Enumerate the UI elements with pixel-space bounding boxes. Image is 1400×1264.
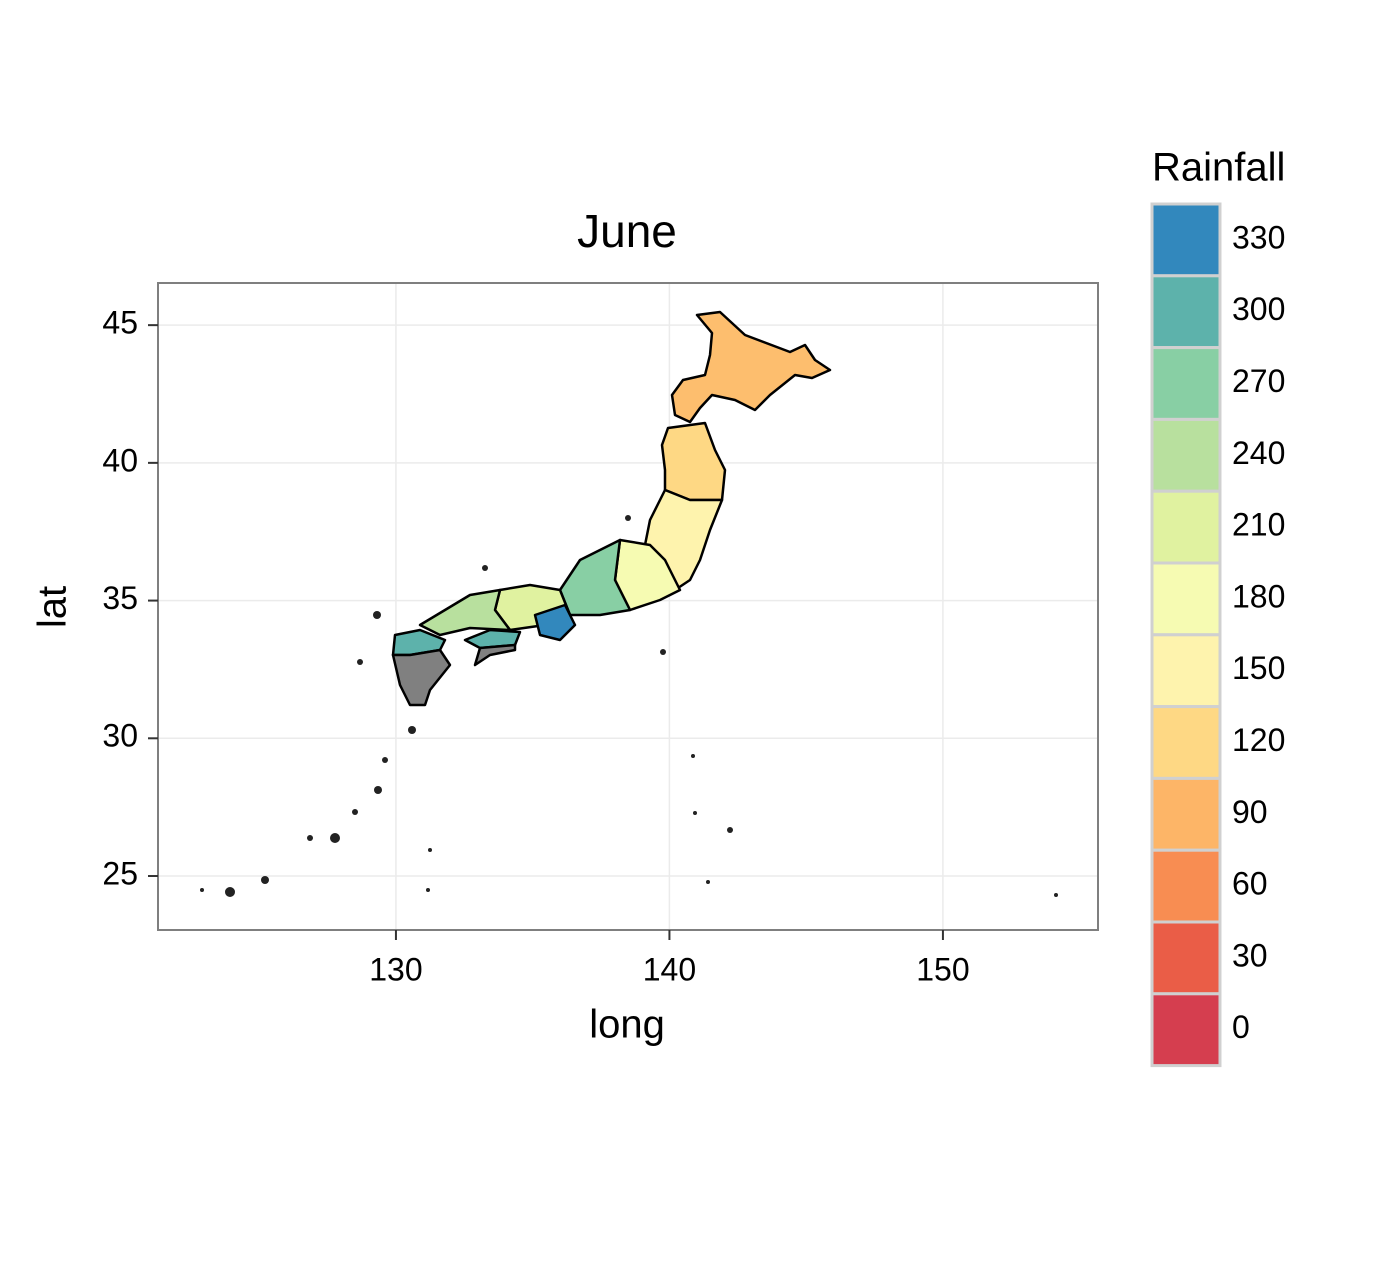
legend-label: 240 [1232, 435, 1285, 471]
island [428, 848, 432, 852]
map [200, 310, 1058, 897]
y-tick-label: 45 [102, 305, 138, 341]
legend-key [1150, 561, 1222, 637]
legend-key [1150, 920, 1222, 996]
panel-border [157, 282, 1099, 931]
legend-key [1150, 489, 1222, 565]
legend-label: 60 [1232, 866, 1268, 902]
island [225, 887, 235, 897]
island [357, 659, 363, 665]
y-tick-label: 25 [102, 855, 138, 891]
x-axis-label: long [589, 1003, 665, 1047]
legend-key [1150, 202, 1222, 278]
legend-label: 270 [1232, 363, 1285, 399]
island [426, 888, 430, 892]
legend-label: 210 [1232, 507, 1285, 543]
island [373, 611, 381, 619]
island [706, 880, 710, 884]
x-tick-label: 130 [369, 951, 422, 987]
legend-key [1150, 633, 1222, 709]
legend-key [1150, 776, 1222, 852]
x-tick-label: 140 [643, 951, 696, 987]
y-tick-label: 30 [102, 718, 138, 754]
chart-title: June [577, 205, 677, 257]
legend-key [1150, 417, 1222, 493]
legend-label: 300 [1232, 291, 1285, 327]
legend-label: 120 [1232, 722, 1285, 758]
y-tick-label: 35 [102, 580, 138, 616]
tohoku-south [643, 488, 724, 592]
kii [533, 603, 577, 642]
legend-label: 180 [1232, 578, 1285, 614]
legend-key [1150, 992, 1222, 1068]
island [693, 811, 697, 815]
island [261, 876, 269, 884]
island [374, 786, 382, 794]
y-axis-label: lat [31, 586, 75, 628]
chugoku [418, 588, 512, 637]
shikoku-north [463, 628, 522, 650]
island [660, 649, 666, 655]
island [330, 833, 340, 843]
legend-key [1150, 705, 1222, 780]
island [727, 827, 733, 833]
legend-label: 90 [1232, 794, 1268, 830]
island [482, 565, 488, 571]
legend-label: 330 [1232, 219, 1285, 255]
island [408, 726, 416, 734]
island [307, 835, 313, 841]
y-tick-label: 40 [102, 442, 138, 478]
island [691, 754, 695, 758]
legend-key [1150, 848, 1222, 924]
legend-title: Rainfall [1152, 146, 1285, 190]
island [625, 515, 631, 521]
kyushu-south [391, 648, 452, 707]
legend-key [1150, 346, 1222, 421]
island [1054, 893, 1058, 897]
hokkaido [670, 310, 832, 424]
x-tick-label: 150 [916, 951, 969, 987]
legend-key [1150, 274, 1222, 350]
island [200, 888, 204, 892]
legend-label: 150 [1232, 650, 1285, 686]
shikoku-south [473, 643, 517, 667]
legend-label: 30 [1232, 937, 1268, 973]
legend-label: 0 [1232, 1009, 1250, 1045]
island [382, 757, 388, 763]
island [352, 809, 358, 815]
